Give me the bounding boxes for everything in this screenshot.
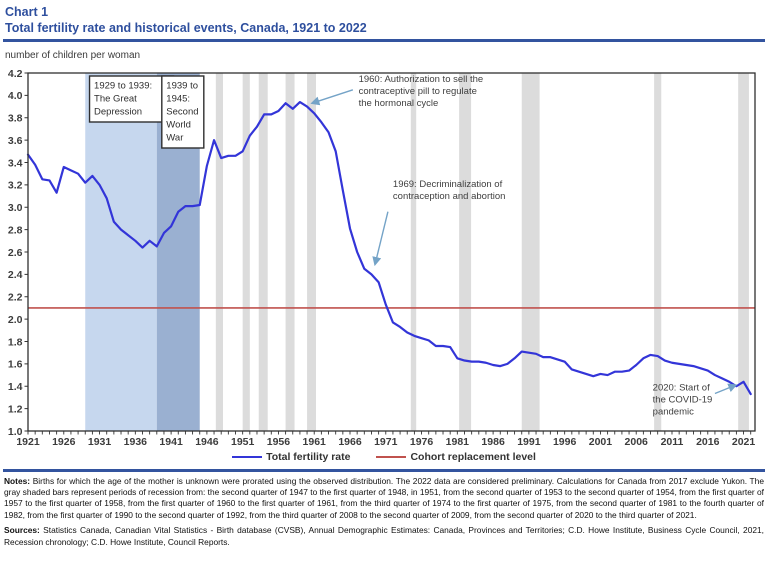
x-axis-label: 1991: [517, 436, 541, 448]
legend-item-total-fertility-rate: Total fertility rate: [232, 451, 350, 463]
annotation-2020-covid-text: 2020: Start of: [653, 383, 710, 394]
y-axis-label: 3.0: [8, 202, 23, 214]
x-axis-label: 2021: [732, 436, 756, 448]
x-axis-label: 1976: [410, 436, 434, 448]
recession-bar: [258, 73, 268, 431]
recession-bar: [410, 73, 417, 431]
sources-text: Statistics Canada, Canadian Vital Statis…: [4, 525, 764, 547]
y-axis-label: 1.4: [8, 381, 23, 393]
y-axis-label: 2.6: [8, 247, 23, 259]
y-axis-label: 1.6: [8, 359, 23, 371]
x-axis-label: 1986: [481, 436, 505, 448]
x-axis-label: 1996: [553, 436, 577, 448]
recession-bar: [738, 73, 749, 431]
x-axis-label: 1961: [303, 436, 327, 448]
recession-bar: [215, 73, 223, 431]
x-axis-label: 1931: [88, 436, 112, 448]
annotation-1969-decriminalization-arrow: [372, 211, 389, 267]
y-axis-label: 1.0: [8, 426, 23, 438]
legend-label-total-fertility-rate: Total fertility rate: [266, 451, 351, 463]
y-axis-label: 2.2: [8, 292, 23, 304]
x-axis-label: 1946: [195, 436, 219, 448]
great-depression-band-label-text: 1929 to 1939:: [94, 81, 152, 92]
replacement-line-swatch: [376, 456, 407, 458]
x-axis-label: 2001: [589, 436, 613, 448]
y-axis-label: 1.8: [8, 336, 23, 348]
x-axis-label: 1926: [52, 436, 76, 448]
x-axis-label: 1956: [267, 436, 291, 448]
y-axis-label: 1.2: [8, 403, 23, 415]
y-axis-label: 2.4: [8, 269, 23, 281]
great-depression-band-label-box: [88, 75, 175, 123]
legend-label-cohort-replacement-level: Cohort replacement level: [410, 451, 536, 463]
y-axis-label: 2.8: [8, 224, 23, 236]
x-axis-label: 1941: [159, 436, 183, 448]
annotation-1969-decriminalization-text: 1969: Decriminalization of: [393, 179, 503, 190]
y-axis-unit-label: number of children per woman: [5, 50, 141, 61]
notes-label: Notes:: [4, 475, 31, 486]
annotation-1960-contraceptive-pill-text: 1960: Authorization to sell the: [359, 74, 484, 85]
y-axis-label: 3.4: [8, 157, 23, 169]
chart-sources: Sources: Statistics Canada, Canadian Vit…: [4, 525, 764, 548]
annotation-2020-covid-text: pandemic: [653, 407, 694, 418]
wwii-band-label-text: Second: [166, 107, 198, 118]
recession-bar: [242, 73, 250, 431]
x-axis-label: 1921: [16, 436, 40, 448]
x-axis-label: 2016: [696, 436, 720, 448]
annotation-1969-decriminalization-text: contraception and abortion: [393, 191, 506, 202]
x-axis-label: 1966: [338, 436, 362, 448]
great-depression-band: [85, 73, 157, 431]
footer-rule: [3, 469, 765, 472]
fertility-line-swatch: [232, 456, 263, 458]
y-axis-label: 4.0: [8, 90, 23, 102]
x-axis-label: 1936: [124, 436, 148, 448]
notes-text: Births for which the age of the mother i…: [4, 475, 764, 520]
chart-number: Chart 1: [5, 5, 49, 19]
annotation-2020-covid-text: the COVID-19: [653, 395, 713, 406]
fertility-chart: 1929 to 1939: The Great Depression 1939 to 1…: [0, 63, 768, 448]
recession-bar: [521, 73, 540, 431]
wwii-band-label-text: 1945:: [166, 94, 190, 105]
recession-bar: [285, 73, 295, 431]
great-depression-band-label-text: Depression: [94, 107, 142, 118]
annotation-1960-contraceptive-pill-text: the hormonal cycle: [359, 98, 439, 109]
y-axis-label: 4.2: [8, 68, 23, 80]
recession-bar: [307, 73, 317, 431]
title-rule: [3, 39, 765, 42]
annotation-2020-covid-arrow: [714, 383, 738, 395]
y-axis-label: 2.0: [8, 314, 23, 326]
chart-legend: Total fertility rate Cohort replacement …: [3, 448, 765, 466]
wwii-band-label-box: [161, 75, 205, 149]
chart-notes: Notes: Births for which the age of the m…: [4, 476, 764, 522]
annotation-1960-contraceptive-pill-arrow: [310, 89, 354, 106]
total-fertility-rate-line: [26, 100, 752, 396]
x-axis-label: 1971: [374, 436, 398, 448]
x-axis-label: 1981: [446, 436, 470, 448]
fertility-chart-svg: 1929 to 1939: The Great Depression 1939 to 1…: [8, 68, 756, 448]
chart-title: Total fertility rate and historical even…: [5, 21, 367, 35]
plot-frame: [27, 72, 756, 432]
great-depression-band-label-text: The Great: [94, 94, 137, 105]
annotation-1960-contraceptive-pill-text: contraceptive pill to regulate: [359, 86, 477, 97]
sources-label: Sources:: [4, 525, 40, 536]
recession-bar: [459, 73, 472, 431]
x-axis-label: 2011: [661, 436, 684, 448]
wwii-band-label-text: War: [166, 133, 183, 144]
wwii-band-label-text: World: [166, 120, 191, 131]
recession-bar: [654, 73, 662, 431]
y-axis-label: 3.6: [8, 135, 23, 147]
y-axis-label: 3.8: [8, 113, 23, 125]
wwii-band-label-text: 1939 to: [166, 81, 198, 92]
x-axis-label: 1951: [231, 436, 255, 448]
legend-item-cohort-replacement-level: Cohort replacement level: [376, 451, 536, 463]
x-axis-label: 2006: [625, 436, 649, 448]
y-axis-label: 3.2: [8, 180, 23, 192]
